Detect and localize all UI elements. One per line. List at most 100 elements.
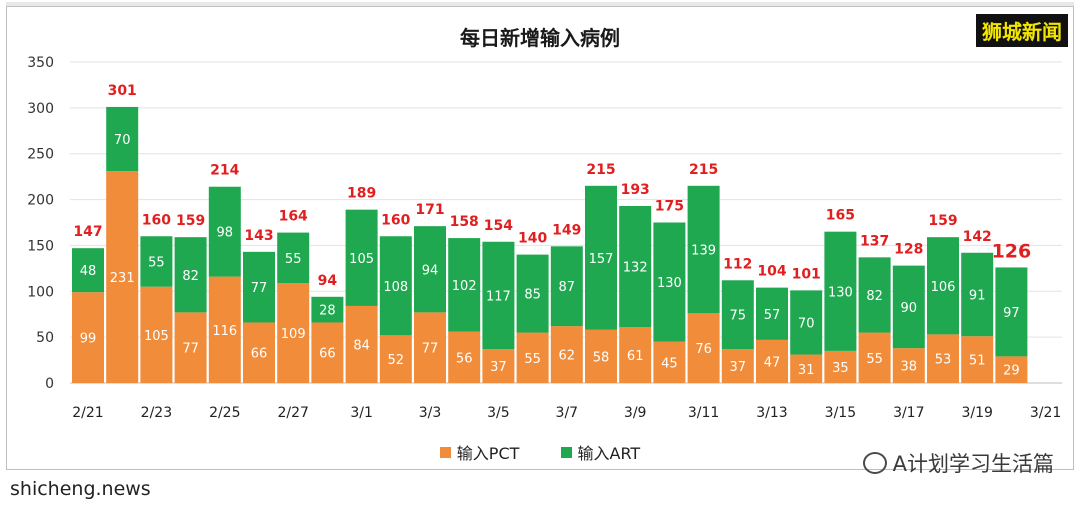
data-label-total: 171 (415, 202, 444, 218)
data-label-total: 160 (381, 212, 410, 228)
bar-art (243, 251, 275, 323)
data-label-total: 301 (108, 83, 137, 99)
bar-art (995, 267, 1028, 357)
data-label-pct: 61 (627, 349, 644, 364)
data-label-art: 85 (524, 288, 541, 303)
x-tick-label: 2/27 (277, 405, 308, 421)
data-label-art: 70 (798, 316, 815, 331)
data-label-total: 165 (826, 208, 855, 224)
bar-art (345, 209, 378, 306)
x-tick-label: 3/17 (893, 405, 924, 421)
data-label-total: 158 (450, 214, 479, 230)
data-label-total: 193 (621, 182, 650, 198)
x-tick-label: 3/15 (825, 405, 856, 421)
bar-art (106, 106, 139, 172)
data-label-art: 130 (828, 285, 853, 300)
data-label-pct: 31 (798, 363, 815, 378)
data-label-art: 130 (657, 276, 682, 291)
bar-art (550, 246, 583, 327)
data-label-art: 82 (182, 269, 199, 284)
bar-pct (277, 283, 310, 383)
bar-art (790, 290, 823, 355)
bar-pct (550, 326, 583, 383)
data-label-total: 160 (142, 212, 171, 228)
bar-art (208, 186, 241, 277)
data-label-total: 140 (518, 231, 547, 247)
bar-pct (721, 349, 754, 383)
x-tick-label: 3/5 (487, 405, 510, 421)
stacked-bar-chart: 0 50 100 150 200 250 300 350 99 48 147 231 70 301 105 5… (27, 55, 1062, 421)
x-tick-label: 3/3 (419, 405, 442, 421)
x-tick-label: 2/21 (72, 405, 103, 421)
wechat-icon (862, 452, 887, 474)
chart-legend: 输入PCT 输入ART (0, 440, 1080, 464)
data-label-total: 128 (894, 242, 923, 258)
data-label-pct: 56 (456, 351, 473, 366)
data-label-pct: 76 (695, 342, 712, 357)
data-label-pct: 77 (182, 342, 199, 357)
x-tick-label: 2/25 (209, 405, 240, 421)
data-label-art: 132 (623, 261, 648, 276)
data-label-pct: 45 (661, 356, 678, 371)
data-label-total: 137 (860, 233, 889, 249)
x-tick-label: 3/13 (756, 405, 787, 421)
bar-pct (892, 348, 925, 383)
data-label-pct: 55 (866, 352, 883, 367)
legend-swatch-art (560, 446, 572, 458)
bar-pct (414, 312, 446, 383)
data-label-art: 55 (285, 252, 302, 267)
bar-pct (243, 322, 275, 383)
data-label-art: 77 (251, 281, 268, 296)
x-tick-label: 3/1 (350, 405, 373, 421)
data-label-pct: 29 (1003, 364, 1020, 379)
bar-pct (619, 327, 652, 383)
data-label-art: 106 (931, 280, 956, 295)
x-tick-label: 3/9 (624, 405, 647, 421)
data-label-art: 87 (559, 280, 576, 295)
data-label-pct: 66 (319, 347, 336, 362)
bar-art (414, 226, 446, 313)
bar-pct (208, 276, 241, 383)
y-tick-label: 0 (45, 376, 54, 392)
legend-swatch-pct (439, 446, 451, 458)
legend-label-pct: 输入PCT (456, 444, 520, 463)
y-tick-label: 200 (27, 193, 54, 209)
chart-title: 每日新增输入病例 (460, 26, 620, 50)
x-tick-label: 2/23 (141, 405, 172, 421)
bar-art (756, 287, 788, 340)
x-tick-label: 3/21 (1030, 405, 1061, 421)
bar-pct (961, 336, 994, 383)
data-label-pct: 66 (251, 347, 268, 362)
bar-art (961, 252, 994, 337)
bar-pct (516, 332, 549, 383)
bar-pct (379, 335, 412, 383)
data-label-total: 164 (279, 209, 308, 225)
data-label-total: 126 (992, 240, 1032, 262)
brand-logo: 狮城新闻 (976, 14, 1068, 47)
x-tick-label: 3/7 (556, 405, 579, 421)
data-label-pct: 62 (559, 349, 576, 364)
legend-item-pct: 输入PCT (439, 440, 520, 464)
data-label-total: 112 (723, 256, 752, 272)
data-label-total: 189 (347, 186, 376, 202)
bar-pct (995, 356, 1028, 383)
data-label-pct: 55 (524, 352, 541, 367)
bar-pct (174, 312, 207, 383)
data-label-art: 55 (148, 255, 165, 270)
data-label-art: 57 (764, 308, 781, 323)
data-label-pct: 47 (764, 355, 781, 370)
bar-pct (756, 339, 788, 383)
bar-art (892, 265, 925, 349)
data-label-art: 139 (691, 244, 716, 259)
data-label-art: 75 (730, 309, 747, 324)
bar-art (824, 231, 857, 351)
legend-label-art: 输入ART (577, 444, 641, 463)
data-label-total: 143 (244, 228, 273, 244)
bar-pct (824, 350, 857, 383)
data-label-pct: 105 (144, 329, 169, 344)
data-label-pct: 37 (730, 360, 747, 375)
bar-art (311, 296, 344, 323)
bar-pct (140, 286, 173, 383)
data-label-pct: 109 (281, 327, 306, 342)
data-label-total: 175 (655, 199, 684, 215)
